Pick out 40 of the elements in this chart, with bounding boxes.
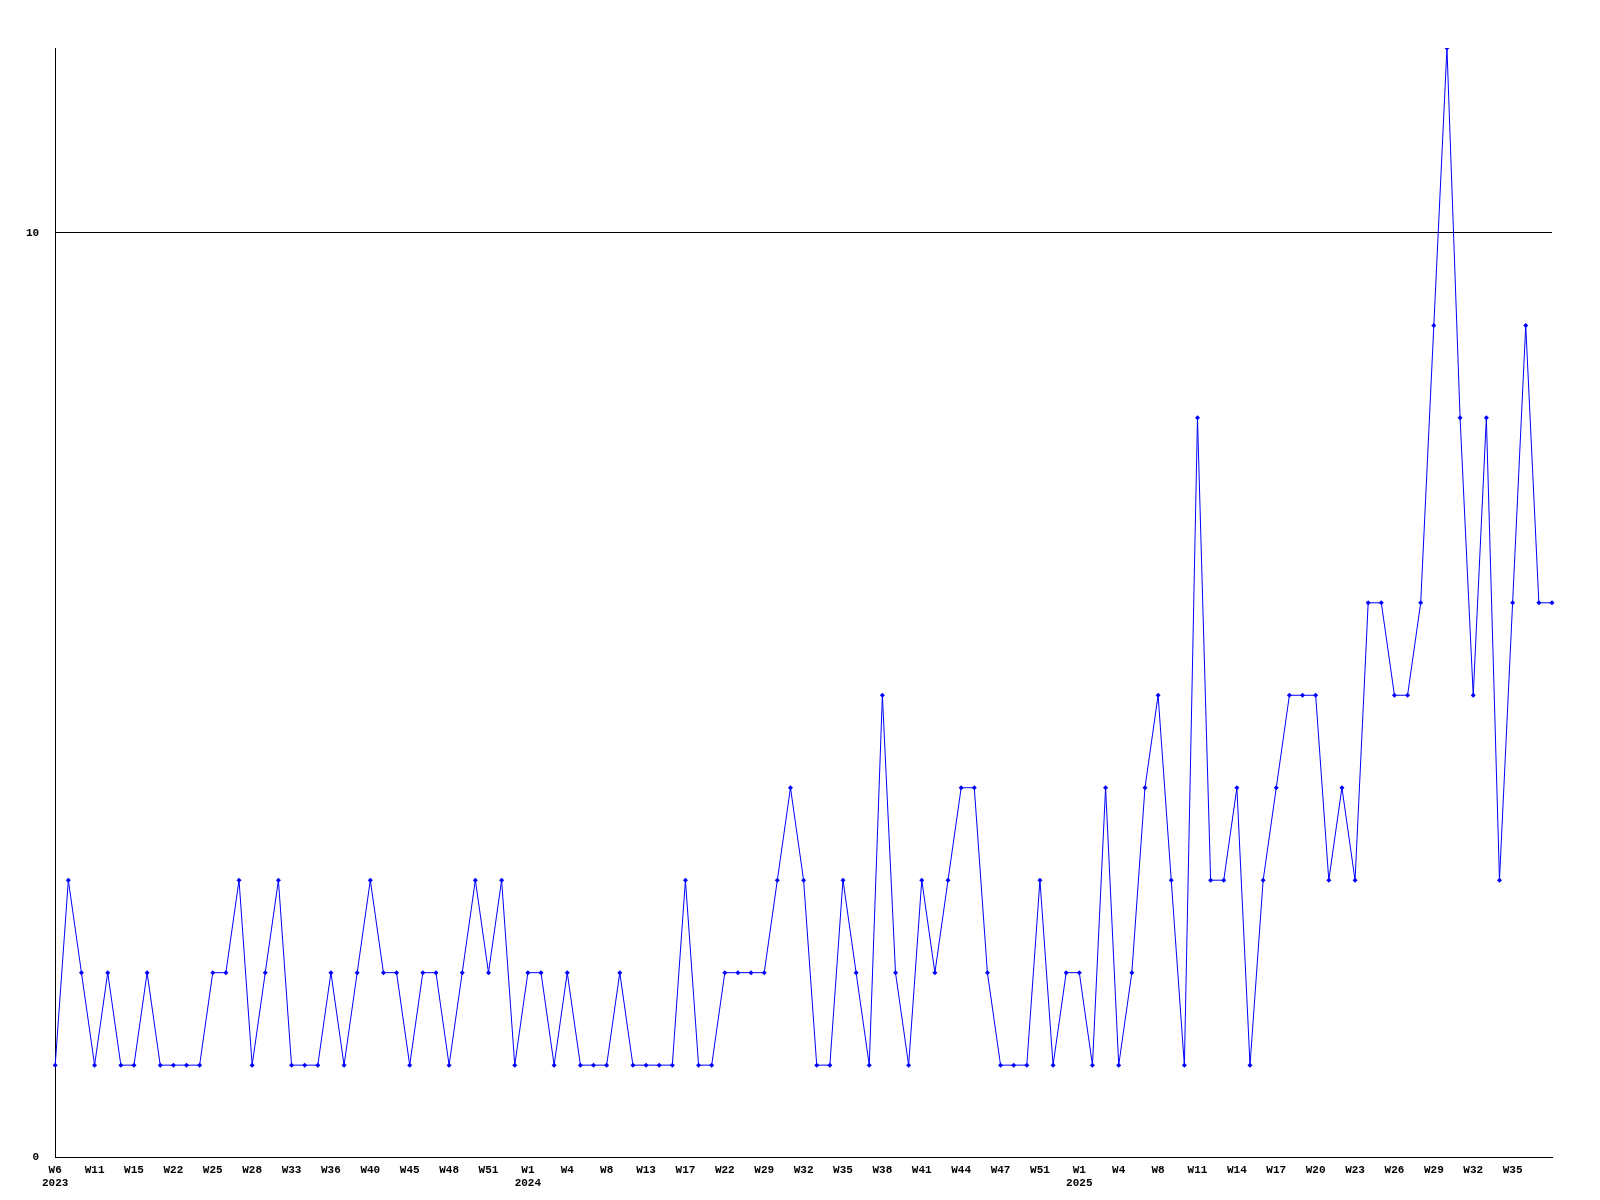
- x-tick-label: W22: [163, 1163, 184, 1176]
- x-tick-label: W48: [439, 1163, 460, 1176]
- x-tick-label: W51: [1030, 1163, 1051, 1176]
- x-tick-label: W45: [399, 1163, 420, 1176]
- x-tick-label: W38: [872, 1163, 893, 1176]
- x-tick-label: W28: [242, 1163, 263, 1176]
- x-tick-label: W32: [793, 1163, 814, 1176]
- x-tick-label: W51: [478, 1163, 499, 1176]
- x-tick-label: W4: [560, 1163, 575, 1176]
- x-tick-label: W33: [281, 1163, 302, 1176]
- x-tick-label: W22: [714, 1163, 735, 1176]
- y-tick-label: 0: [32, 1151, 40, 1164]
- x-tick-label: W23: [1345, 1163, 1366, 1176]
- x-tick-label: W36: [321, 1163, 341, 1176]
- x-tick-label: W17: [1266, 1163, 1287, 1176]
- x-tick-label: W8: [600, 1163, 614, 1176]
- x-tick-label: W41: [911, 1163, 933, 1176]
- x-tick-label: W14: [1226, 1163, 1248, 1176]
- x-tick-label: W44: [951, 1163, 972, 1176]
- x-tick-label: W32: [1463, 1163, 1484, 1176]
- x-tick-label: W13: [636, 1163, 657, 1176]
- x-tick-label: W6 2023: [42, 1163, 69, 1190]
- x-tick-label: W1 2025: [1066, 1163, 1093, 1190]
- x-tick-label: W35: [833, 1163, 854, 1176]
- x-tick-label: W17: [675, 1163, 696, 1176]
- x-tick-label: W15: [124, 1163, 145, 1176]
- x-tick-label: W40: [360, 1163, 381, 1176]
- x-tick-label: W4: [1112, 1163, 1126, 1176]
- x-tick-label: W11: [1187, 1163, 1208, 1176]
- x-tick-label: W35: [1502, 1163, 1523, 1176]
- x-tick-label: W29: [754, 1163, 775, 1176]
- x-tick-label: W8: [1151, 1163, 1166, 1176]
- x-tick-label: W29: [1423, 1163, 1444, 1176]
- x-tick-label: W1 2024: [514, 1163, 542, 1190]
- x-tick-label: W47: [990, 1163, 1011, 1176]
- y-tick-label: 10: [26, 226, 40, 239]
- x-tick-label: W11: [84, 1163, 105, 1176]
- x-tick-label: W20: [1305, 1163, 1326, 1176]
- x-tick-label: W25: [202, 1163, 224, 1176]
- x-tick-label: W26: [1384, 1163, 1405, 1176]
